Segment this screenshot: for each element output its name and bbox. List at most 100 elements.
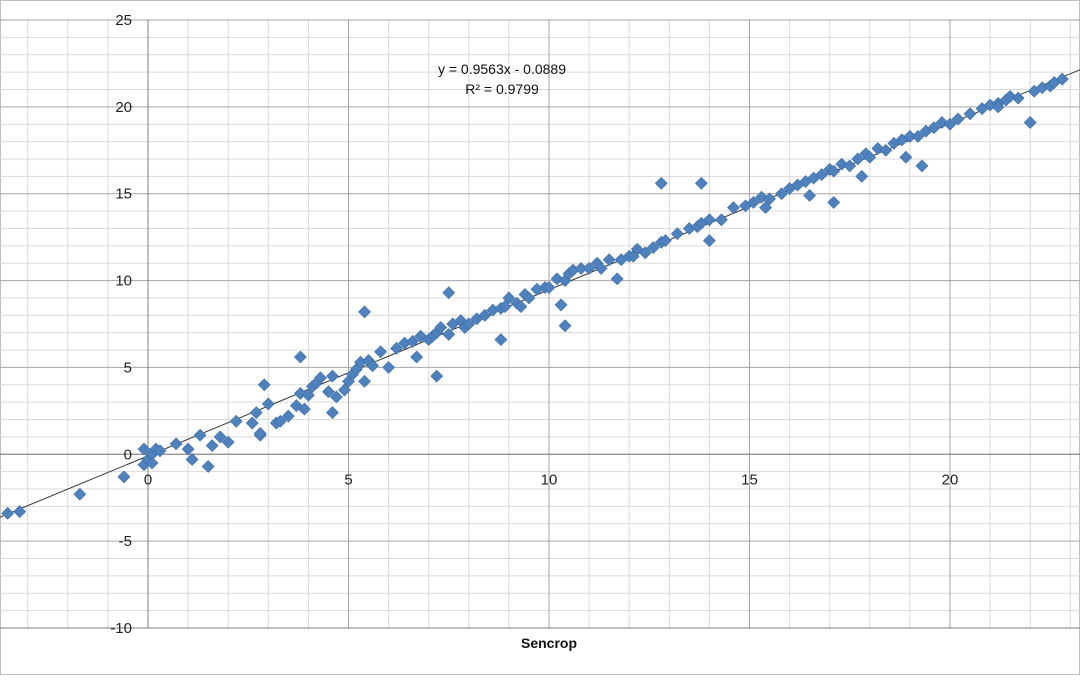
data-point	[314, 371, 327, 385]
data-point	[297, 402, 311, 416]
data-point	[951, 112, 965, 126]
data-point	[702, 213, 716, 227]
data-point	[715, 213, 728, 227]
data-point	[442, 327, 456, 341]
data-point	[382, 361, 396, 374]
x-tick-label: 5	[344, 471, 352, 488]
data-point	[322, 385, 335, 399]
data-point	[658, 234, 672, 248]
data-point	[330, 390, 343, 404]
data-point	[494, 333, 508, 347]
data-point	[582, 261, 596, 275]
data-point	[245, 416, 259, 430]
y-tick-label: 10	[115, 273, 132, 290]
data-point	[638, 246, 652, 260]
data-point	[205, 439, 219, 453]
data-point	[851, 152, 865, 166]
data-point	[442, 286, 456, 300]
y-tick-label: 5	[124, 359, 132, 376]
data-point	[610, 272, 624, 286]
data-point	[1023, 116, 1037, 129]
data-point	[759, 201, 772, 215]
data-point	[169, 437, 183, 451]
data-point	[1055, 72, 1069, 86]
data-point	[358, 305, 371, 319]
data-point	[326, 406, 339, 420]
data-point	[201, 460, 215, 473]
data-point	[73, 487, 87, 501]
data-point	[261, 397, 275, 411]
data-point	[498, 300, 512, 314]
data-point	[670, 227, 684, 241]
data-point	[193, 428, 207, 442]
x-tick-label: 15	[741, 471, 758, 488]
data-point	[963, 107, 977, 121]
data-point	[213, 430, 227, 444]
data-point	[434, 321, 448, 334]
data-point	[855, 169, 869, 183]
data-point	[181, 442, 195, 456]
data-point	[827, 164, 841, 178]
data-point	[899, 150, 913, 164]
data-point	[943, 117, 957, 131]
data-point	[293, 350, 307, 364]
data-point	[775, 187, 789, 201]
data-point	[358, 374, 371, 388]
y-tick-label: 15	[115, 186, 132, 203]
data-point	[406, 334, 420, 348]
data-point	[702, 234, 716, 248]
data-point	[879, 143, 893, 157]
data-point	[654, 176, 668, 190]
y-tick-label: 0	[124, 446, 132, 463]
data-point	[803, 189, 817, 202]
data-point	[257, 378, 271, 392]
axes	[0, 20, 1080, 629]
data-points	[1, 72, 1069, 520]
data-point	[185, 453, 199, 466]
data-point	[594, 261, 608, 275]
y-tick-label: -10	[110, 620, 132, 637]
data-point	[991, 100, 1005, 114]
data-point	[281, 409, 295, 423]
data-point	[273, 414, 287, 428]
data-point	[694, 176, 708, 190]
data-point	[927, 121, 941, 135]
data-point	[626, 249, 640, 263]
data-point	[374, 345, 388, 359]
data-point	[221, 435, 235, 449]
data-point	[911, 129, 925, 143]
data-point	[229, 414, 243, 428]
data-point	[301, 388, 315, 402]
minor-gridlines	[0, 20, 1080, 628]
data-point	[478, 308, 492, 322]
data-point	[145, 456, 159, 470]
data-point	[153, 444, 167, 458]
data-point	[137, 442, 151, 456]
x-axis-title: Sencrop	[521, 635, 577, 651]
data-point	[763, 192, 776, 206]
data-point	[338, 383, 351, 397]
y-tick-label: 20	[115, 99, 132, 116]
data-point	[843, 159, 857, 173]
data-point	[462, 317, 476, 331]
data-point	[366, 359, 379, 373]
data-point	[117, 470, 131, 484]
data-point	[646, 241, 660, 254]
tick-labels: 0 5 10 15 20 -10 -5 0 5 10 15 20 25	[110, 12, 958, 637]
data-point	[13, 505, 27, 519]
data-point	[430, 369, 444, 383]
data-point	[602, 253, 616, 267]
data-point	[1011, 91, 1025, 105]
data-point	[915, 159, 929, 173]
data-point	[410, 350, 424, 364]
y-tick-label: -5	[119, 533, 132, 550]
data-point	[554, 298, 568, 312]
data-point	[747, 195, 760, 209]
data-point	[727, 201, 740, 215]
trendline-r2: R² = 0.9799	[465, 81, 539, 97]
data-point	[827, 195, 841, 209]
data-point	[558, 319, 572, 333]
